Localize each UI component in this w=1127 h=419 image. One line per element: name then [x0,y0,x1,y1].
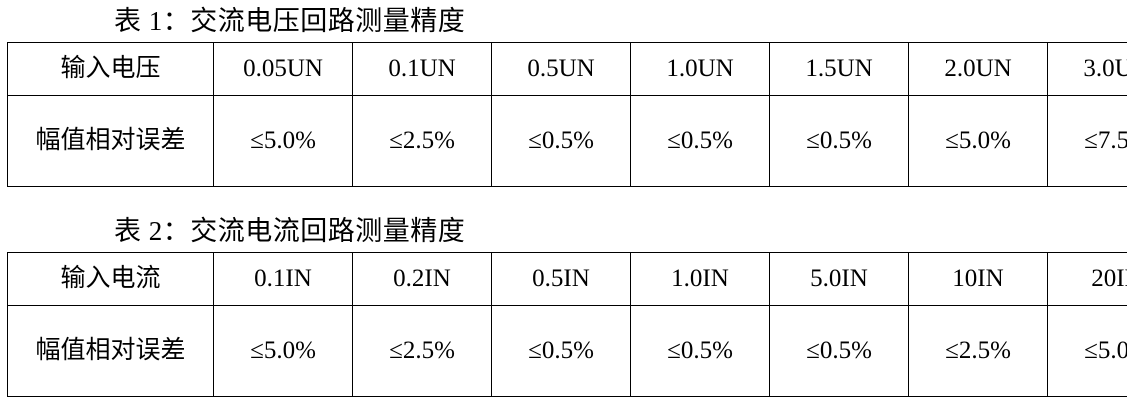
table-1: 输入电压 0.05UN 0.1UN 0.5UN 1.0UN 1.5UN 2.0U… [7,42,1127,187]
table-block-1: 表 1：交流电压回路测量精度 输入电压 0.05UN 0.1UN 0.5UN 1… [0,0,1127,187]
table-block-2: 表 2：交流电流回路测量精度 输入电流 0.1IN 0.2IN 0.5IN 1.… [0,210,1127,397]
table-2-value-5: ≤0.5% [769,305,909,397]
table-1-value-6: ≤5.0% [908,95,1048,187]
table-1-column-header-4: 1.0UN [630,42,770,96]
table-2-column-header-5: 5.0IN [769,252,909,306]
table-1-column-header-3: 0.5UN [491,42,631,96]
table-2-value-7: ≤5.0% [1047,305,1127,397]
table-1-column-header-2: 0.1UN [352,42,492,96]
table-2: 输入电流 0.1IN 0.2IN 0.5IN 1.0IN 5.0IN 10IN … [7,252,1127,397]
table-2-row-label-value: 幅值相对误差 [7,305,214,397]
table-2-column-header-6: 10IN [908,252,1048,306]
table-1-column-header-6: 2.0UN [908,42,1048,96]
table-2-value-1: ≤5.0% [213,305,353,397]
table-1-value-3: ≤0.5% [491,95,631,187]
table-1-value-7: ≤7.5% [1047,95,1127,187]
table-row: 幅值相对误差 ≤5.0% ≤2.5% ≤0.5% ≤0.5% ≤0.5% ≤5.… [7,95,1127,187]
table-1-value-4: ≤0.5% [630,95,770,187]
table-2-column-header-4: 1.0IN [630,252,770,306]
table-1-row-label-value: 幅值相对误差 [7,95,214,187]
table-row: 输入电流 0.1IN 0.2IN 0.5IN 1.0IN 5.0IN 10IN … [7,252,1127,306]
table-2-value-3: ≤0.5% [491,305,631,397]
table-2-value-6: ≤2.5% [908,305,1048,397]
table-2-value-4: ≤0.5% [630,305,770,397]
table-1-value-2: ≤2.5% [352,95,492,187]
table-2-value-2: ≤2.5% [352,305,492,397]
table-1-row-label-header: 输入电压 [7,42,214,96]
table-1-value-5: ≤0.5% [769,95,909,187]
table-1-column-header-7: 3.0UN [1047,42,1127,96]
table-2-column-header-1: 0.1IN [213,252,353,306]
table-2-column-header-2: 0.2IN [352,252,492,306]
table-row: 输入电压 0.05UN 0.1UN 0.5UN 1.0UN 1.5UN 2.0U… [7,42,1127,96]
table-1-value-1: ≤5.0% [213,95,353,187]
table-2-title: 表 2：交流电流回路测量精度 [114,216,466,246]
table-1-column-header-1: 0.05UN [213,42,353,96]
table-row: 幅值相对误差 ≤5.0% ≤2.5% ≤0.5% ≤0.5% ≤0.5% ≤2.… [7,305,1127,397]
table-2-row-label-header: 输入电流 [7,252,214,306]
table-1-title: 表 1：交流电压回路测量精度 [114,6,466,36]
table-2-column-header-7: 20IN [1047,252,1127,306]
table-2-column-header-3: 0.5IN [491,252,631,306]
table-1-column-header-5: 1.5UN [769,42,909,96]
